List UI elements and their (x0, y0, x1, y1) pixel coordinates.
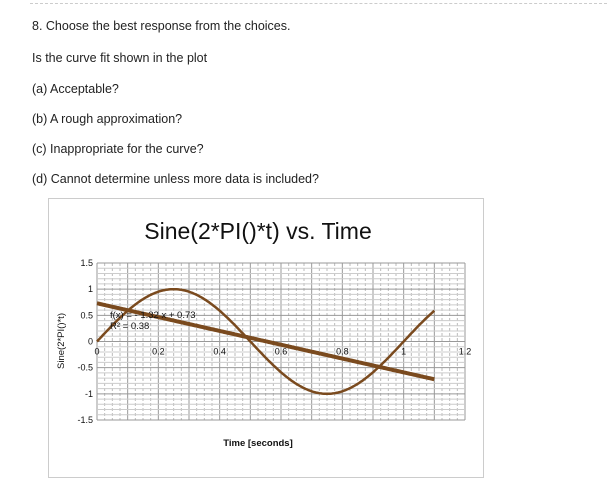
y-tick-label: 1.5 (80, 258, 93, 268)
x-tick-label: 0.6 (275, 347, 288, 357)
option-d: (d) Cannot determine unless more data is… (32, 172, 319, 186)
x-axis-label: Time [seconds] (223, 438, 293, 449)
y-tick-label: -0.5 (77, 363, 93, 373)
y-tick-label: -1.5 (77, 415, 93, 425)
y-tick-label: 1 (88, 284, 93, 294)
y-tick-label: -1 (85, 389, 93, 399)
x-tick-label: 1.2 (459, 347, 472, 357)
x-tick-label: 1 (401, 347, 406, 357)
question-prompt: Is the curve fit shown in the plot (32, 51, 208, 65)
divider (30, 3, 607, 4)
y-tick-label: 0 (88, 337, 93, 347)
x-tick-label: 0.2 (152, 347, 165, 357)
trendline-equation: f(x) = - 1.32 x + 0.73 (110, 310, 196, 321)
x-tick-label: 0.8 (336, 347, 349, 357)
trendline-r2: R² = 0.38 (110, 321, 149, 332)
option-c: (c) Inappropriate for the curve? (32, 142, 204, 156)
option-a: (a) Acceptable? (32, 82, 119, 96)
option-b: (b) A rough approximation? (32, 112, 183, 126)
trendline (96, 301, 435, 382)
x-tick-label: 0 (94, 347, 99, 357)
x-tick-label: 0.4 (213, 347, 226, 357)
question-title: 8. Choose the best response from the cho… (32, 19, 291, 33)
y-tick-label: 0.5 (80, 310, 93, 320)
chart-title: Sine(2*PI()*t) vs. Time (144, 218, 372, 244)
y-axis-label: Sine(2*PI()*t) (56, 313, 67, 369)
